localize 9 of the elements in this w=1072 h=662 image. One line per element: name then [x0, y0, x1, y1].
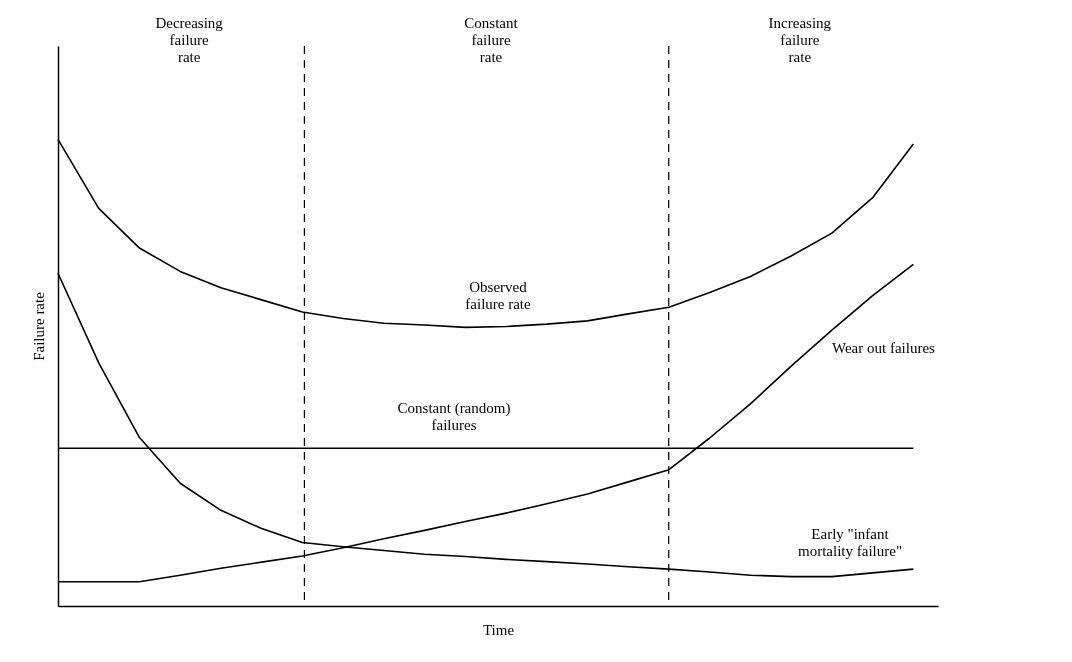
x-axis-title: Time	[482, 621, 515, 638]
series-label: Wear out failures	[832, 340, 936, 357]
series-label: Observed failure rate	[465, 278, 532, 312]
text: Decreasing failure rate	[155, 15, 224, 65]
series-label: Constant (random) failures	[397, 400, 511, 433]
y-axis-title: Failure rate	[30, 291, 47, 361]
series-label: Early "infant mortality failure"	[797, 526, 903, 559]
text: Increasing failure rate	[768, 15, 832, 65]
text: Constant failure rate	[464, 15, 519, 65]
